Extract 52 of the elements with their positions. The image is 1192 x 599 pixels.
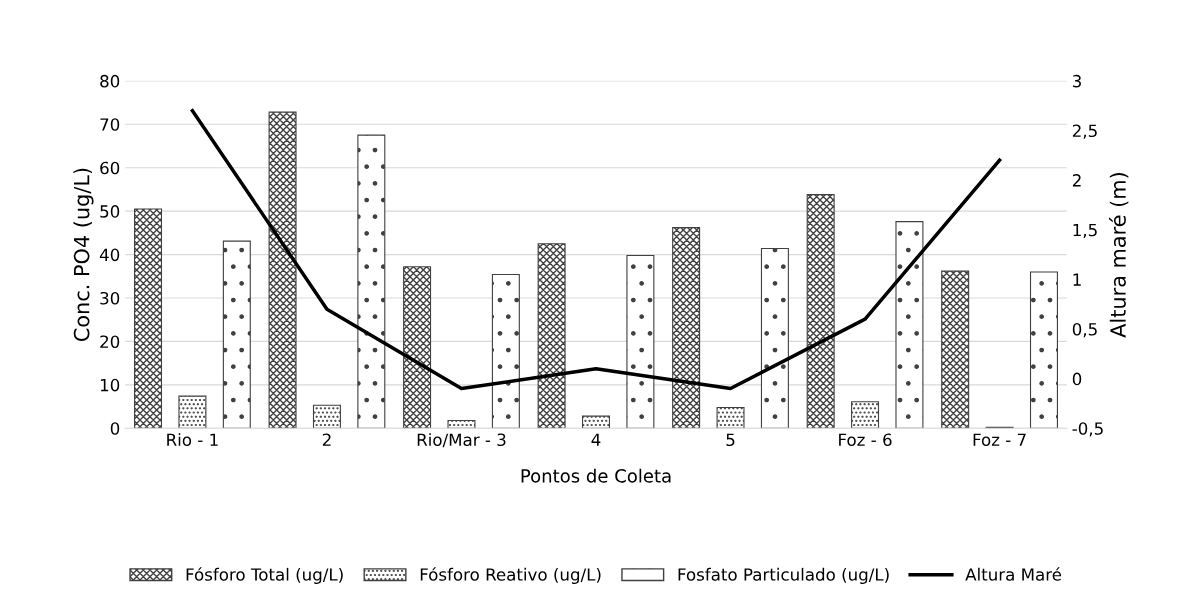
y-tick-label: 50 xyxy=(100,205,120,218)
bar xyxy=(581,415,611,429)
x-tick-label: 2 xyxy=(322,433,331,446)
bar xyxy=(491,273,520,429)
y2-tick-label: 3 xyxy=(1072,74,1081,88)
bar xyxy=(851,401,880,429)
y2-axis-title: Altura maré (m) xyxy=(1108,173,1129,338)
y-tick-label: 10 xyxy=(100,378,120,392)
bar xyxy=(134,208,163,429)
x-tick-label: 5 xyxy=(726,433,735,447)
bar xyxy=(447,419,476,429)
bar xyxy=(626,254,655,429)
legend-label: Fósforo Total (ug/L) xyxy=(186,567,343,584)
bar xyxy=(312,404,341,429)
bar xyxy=(222,240,251,429)
bar xyxy=(806,194,835,429)
y-tick-label: 20 xyxy=(100,335,120,348)
bar xyxy=(537,243,566,429)
y-axis-title: Conc. PO4 (ug/L) xyxy=(73,168,94,342)
x-tick-label: Foz - 6 xyxy=(839,433,892,447)
legend-label: Altura Maré xyxy=(965,567,1062,581)
x-tick-label: 4 xyxy=(591,433,601,446)
legend-label: Fósforo Reativo (ug/L) xyxy=(420,567,601,584)
y-tick-label: 0 xyxy=(110,422,120,435)
y2-tick-label: 2 xyxy=(1072,174,1081,187)
bar xyxy=(357,134,386,429)
y2-tick-label: 2,5 xyxy=(1072,124,1097,139)
y-tick-label: 30 xyxy=(100,291,120,305)
y2-tick-label: -0,5 xyxy=(1072,422,1103,437)
x-axis-title: Pontos de Coleta xyxy=(521,468,671,483)
bar xyxy=(895,221,924,429)
bar xyxy=(672,227,701,429)
x-tick-label: Rio/Mar - 3 xyxy=(417,433,506,448)
bar xyxy=(178,395,207,429)
y-tick-label: 80 xyxy=(100,74,120,88)
bar xyxy=(268,111,297,429)
bar xyxy=(403,266,432,429)
y2-tick-label: 0,5 xyxy=(1072,322,1097,338)
y-tick-label: 70 xyxy=(100,118,120,131)
bar xyxy=(1029,271,1058,429)
bar xyxy=(760,247,789,429)
y-tick-label: 40 xyxy=(99,248,120,262)
legend-label: Fosfato Particulado (ug/L) xyxy=(678,567,889,584)
x-tick-label: Foz - 7 xyxy=(973,433,1026,447)
y2-tick-label: 1 xyxy=(1073,273,1081,286)
x-tick-label: Rio - 1 xyxy=(167,433,218,447)
bar xyxy=(941,270,970,429)
y2-tick-label: 0 xyxy=(1072,372,1082,386)
y2-tick-label: 1,5 xyxy=(1073,223,1097,239)
y-tick-label: 60 xyxy=(100,161,120,175)
bar xyxy=(716,406,745,429)
line-series xyxy=(190,108,1002,391)
